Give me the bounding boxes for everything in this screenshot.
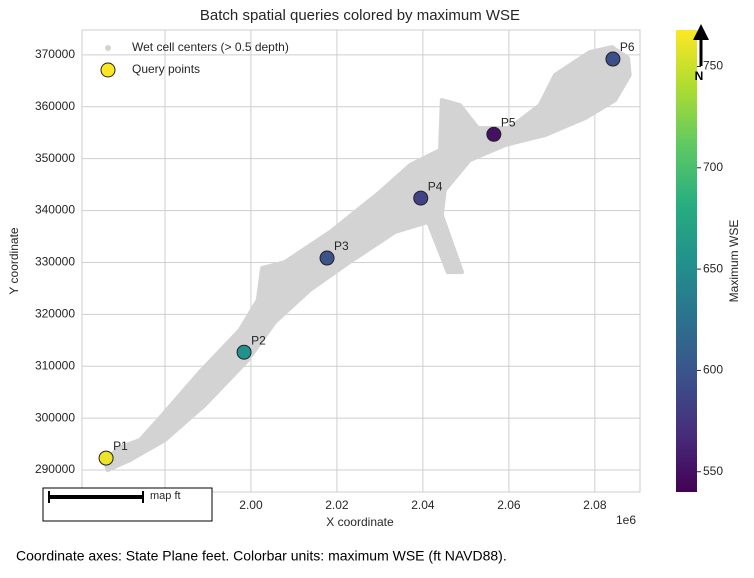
x-tick-label: 2.08 — [583, 498, 607, 512]
north-arrow-head — [693, 24, 709, 40]
colorbar-tick-label: 700 — [703, 160, 723, 174]
point-label: P5 — [501, 115, 516, 129]
chart-title: Batch spatial queries colored by maximum… — [200, 7, 520, 24]
colorbar-tick-label: 550 — [703, 464, 723, 478]
point-label: P6 — [620, 40, 635, 54]
point-label: P1 — [113, 439, 128, 453]
scale-bar: map ft — [42, 487, 213, 522]
colorbar-tick-label: 750 — [703, 59, 723, 73]
point-label: P4 — [428, 179, 443, 193]
legend-label: Query points — [132, 62, 200, 76]
legend-label: Wet cell centers (> 0.5 depth) — [132, 40, 289, 54]
y-tick-label: 360000 — [35, 99, 75, 113]
y-tick-label: 320000 — [35, 307, 75, 321]
colorbar-tick-label: 650 — [703, 261, 723, 275]
colorbar-label: Maximum WSE — [727, 220, 741, 303]
y-tick-label: 330000 — [35, 255, 75, 269]
colorbar — [676, 30, 697, 492]
query-point — [98, 450, 114, 466]
query-point — [605, 51, 621, 67]
y-tick-label: 300000 — [35, 410, 75, 424]
x-tick-label: 2.00 — [239, 498, 263, 512]
scale-bar-box — [42, 487, 213, 522]
x-tick-label: 2.06 — [497, 498, 521, 512]
query-point — [413, 190, 429, 206]
y-tick-label: 290000 — [35, 462, 75, 476]
x-axis-label: X coordinate — [326, 515, 394, 529]
x-tick-label: 2.04 — [411, 498, 435, 512]
query-point — [319, 250, 335, 266]
north-arrow: N — [693, 24, 709, 83]
axes-frame — [81, 29, 641, 493]
y-tick-label: 340000 — [35, 203, 75, 217]
legend-marker — [100, 62, 116, 78]
legend-marker — [105, 45, 111, 51]
point-label: P3 — [334, 239, 349, 253]
point-label: P2 — [251, 333, 266, 347]
y-tick-label: 310000 — [35, 358, 75, 372]
y-axis-label: Y coordinate — [7, 227, 21, 294]
query-point — [486, 126, 502, 142]
scale-bar-label: map ft — [150, 490, 181, 502]
x-tick-label: 2.02 — [325, 498, 349, 512]
plot-area: P1 P2 P3 P4 P5 P6 — [82, 30, 640, 492]
query-point — [236, 344, 252, 360]
wet-cells — [102, 45, 632, 472]
x-offset-label: 1e6 — [616, 513, 636, 527]
y-tick-label: 370000 — [35, 47, 75, 61]
colorbar-tick-label: 600 — [703, 363, 723, 377]
north-label: N — [695, 69, 704, 83]
y-tick-label: 350000 — [35, 151, 75, 165]
footnote: Coordinate axes: State Plane feet. Color… — [16, 548, 507, 564]
